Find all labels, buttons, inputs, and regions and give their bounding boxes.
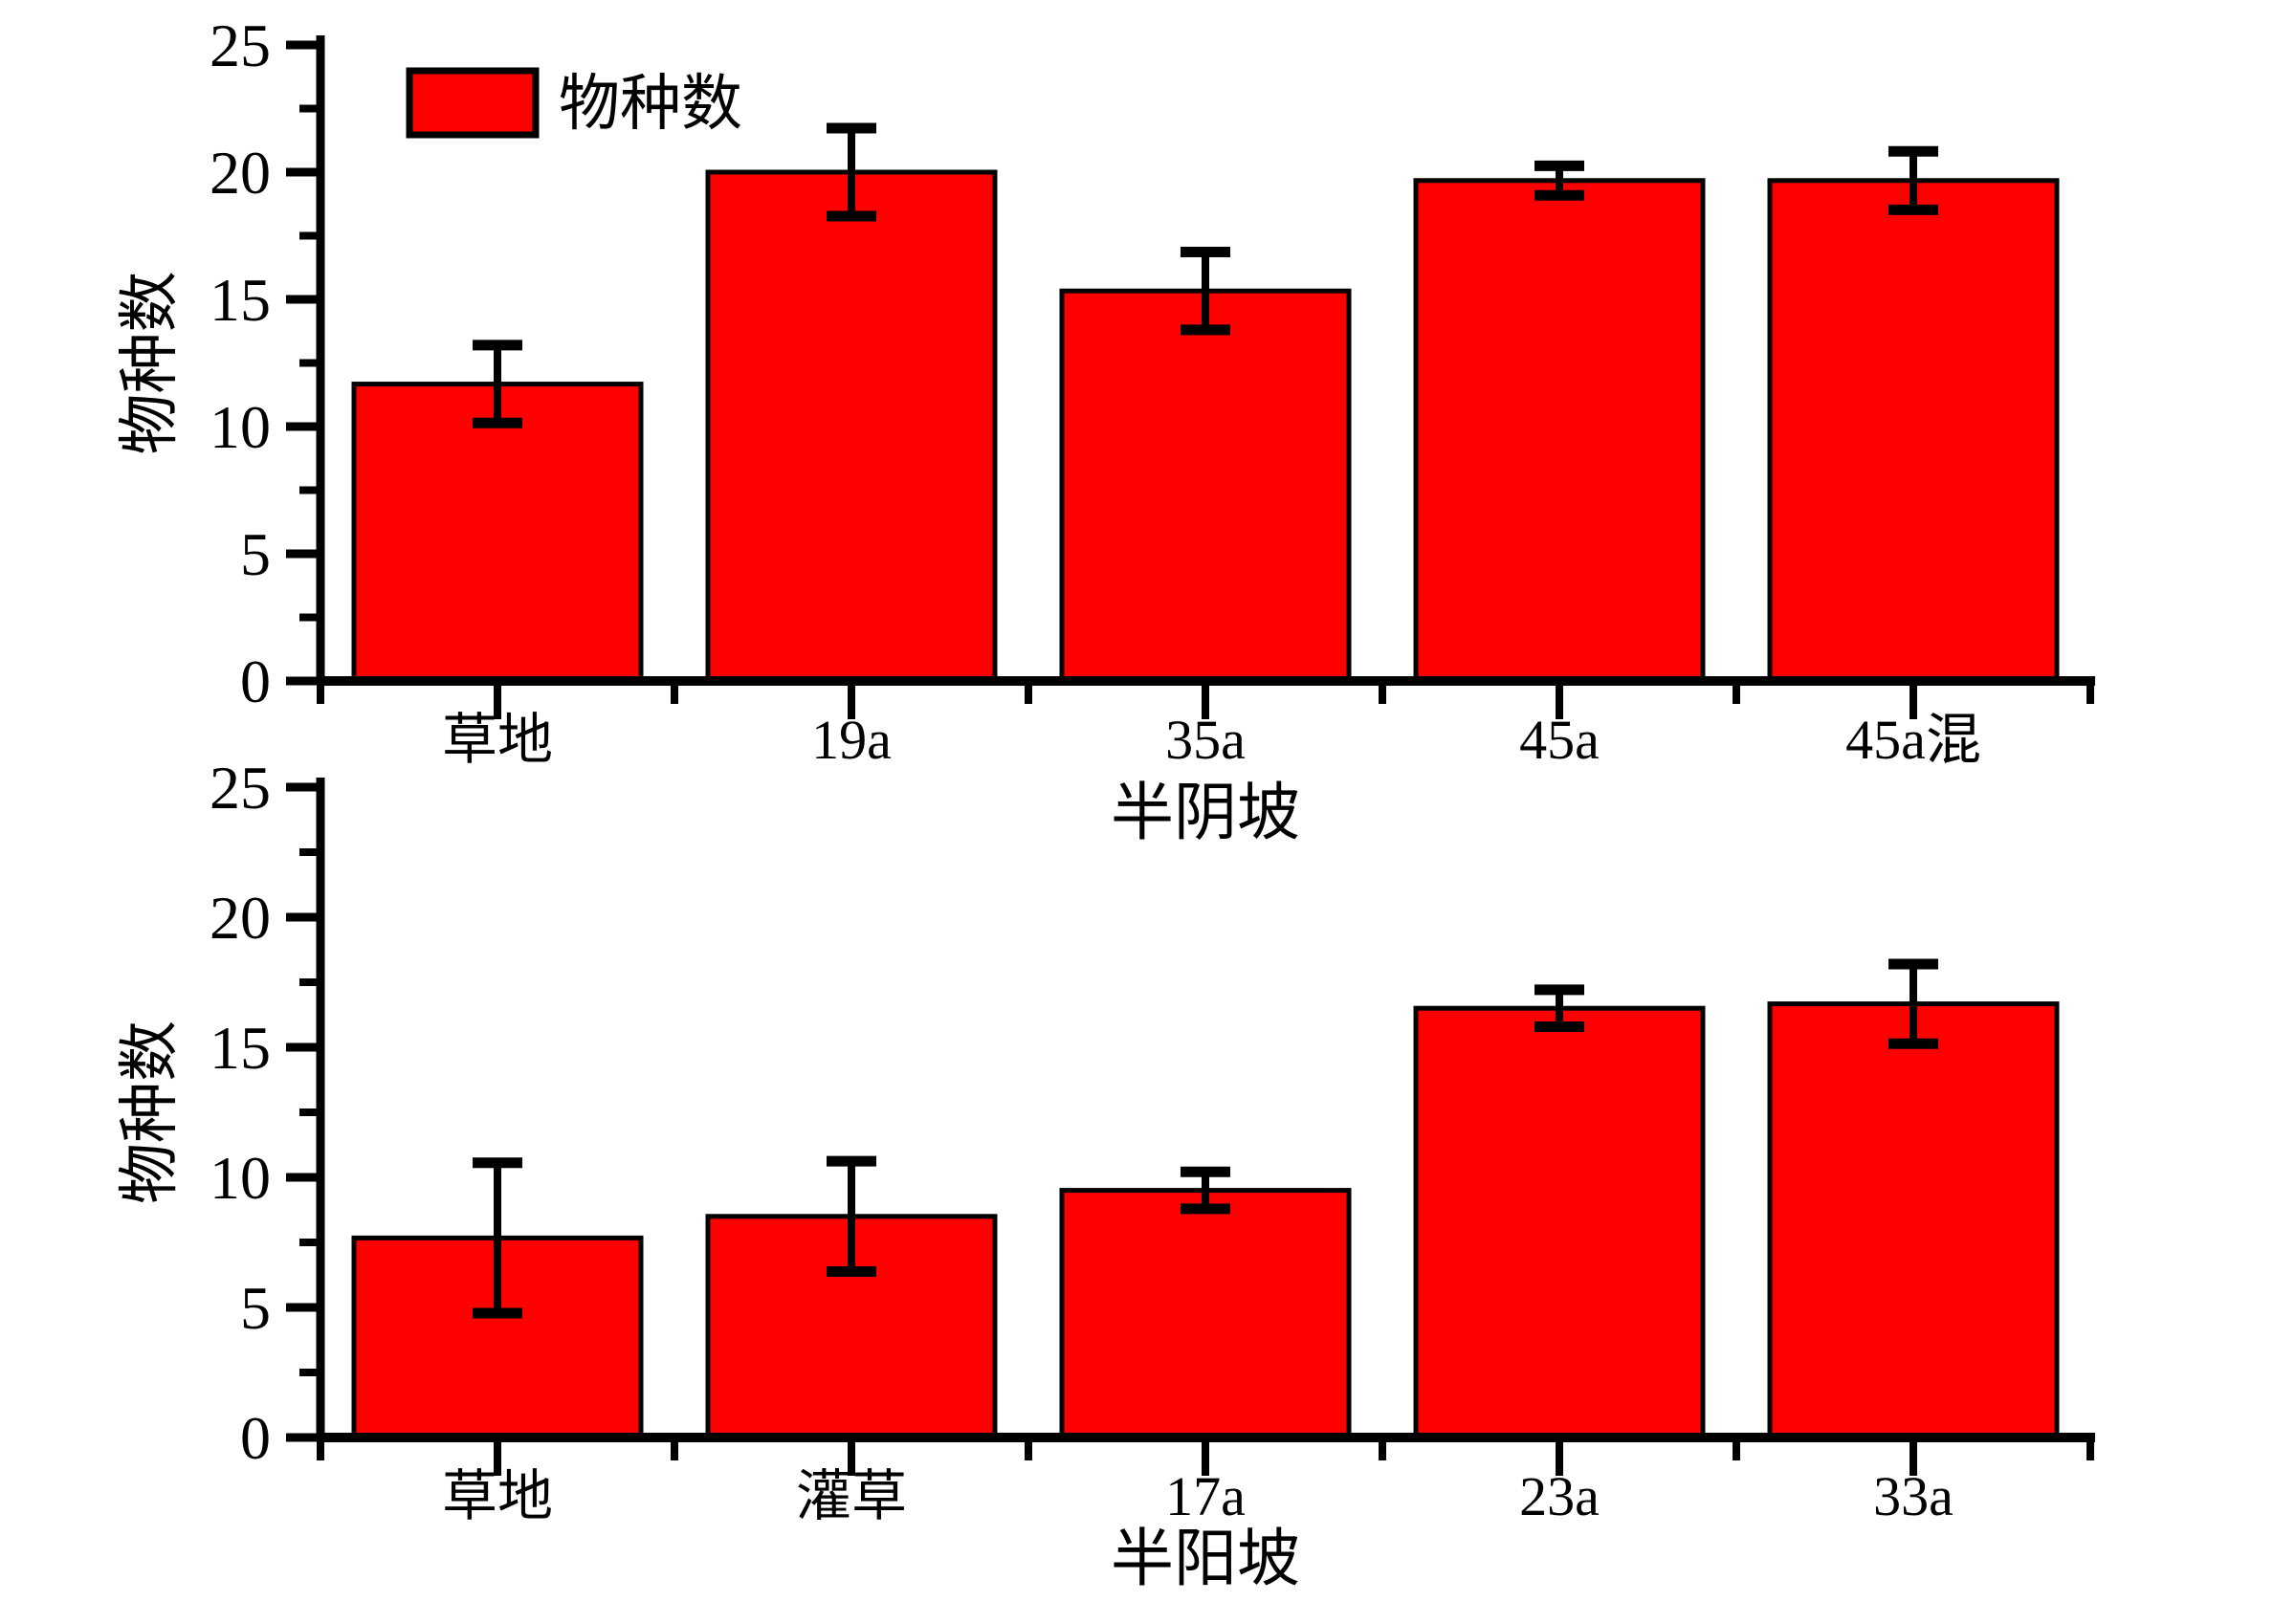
y-tick-label: 10 [210, 1144, 271, 1212]
category-label-45a: 45a [1519, 709, 1600, 771]
y-tick-label: 20 [210, 139, 271, 207]
y-axis-title: 物种数 [116, 1020, 184, 1204]
y-tick-label: 5 [240, 1274, 271, 1342]
category-label-35a: 35a [1165, 709, 1246, 771]
error-bar-17a [1181, 1166, 1230, 1215]
y-axis-title: 物种数 [116, 272, 184, 455]
chart-panel-2: 0 5 10 15 20 25 草地 灌草 17a 23a 33a 半阳坡 物种数 [116, 754, 2095, 1594]
category-label-45a混: 45a混 [1845, 709, 1981, 771]
legend: 物种数 [406, 67, 742, 139]
error-bar-45a混 [1888, 145, 1938, 215]
y-tick-label: 0 [240, 647, 271, 715]
y-tick-label: 0 [240, 1404, 271, 1472]
y-tick-label: 5 [240, 520, 271, 588]
category-label-灌草: 灌草 [796, 1465, 907, 1527]
y-tick-label: 25 [210, 11, 271, 79]
x-axis-title: 半阴坡 [1111, 779, 1300, 848]
bar-19a [705, 169, 998, 684]
category-label-草地: 草地 [442, 1465, 553, 1527]
bar-35a [1059, 288, 1352, 684]
x-axis-title: 半阳坡 [1111, 1525, 1300, 1594]
bar-45a混 [1767, 178, 2060, 684]
error-bar-草地 [473, 1157, 522, 1319]
error-bar-33a [1888, 958, 1938, 1049]
error-bar-35a [1181, 247, 1230, 336]
bar-23a [1413, 1005, 1706, 1440]
y-tick-label: 25 [210, 754, 271, 822]
bar-草地 [351, 382, 644, 684]
error-bar-19a [827, 122, 876, 222]
y-tick-label: 15 [210, 266, 271, 334]
y-tick-label: 20 [210, 884, 271, 952]
category-label-23a: 23a [1519, 1465, 1600, 1527]
bar-45a [1413, 178, 1706, 684]
error-bar-45a [1534, 160, 1584, 201]
y-tick-label: 10 [210, 393, 271, 461]
error-bar-灌草 [827, 1155, 876, 1277]
error-bar-草地 [473, 340, 522, 428]
category-label-33a: 33a [1873, 1465, 1954, 1527]
bar-33a [1767, 1001, 2060, 1440]
legend-swatch [406, 67, 540, 139]
bar-17a [1059, 1188, 1352, 1440]
legend-label: 物种数 [559, 70, 742, 138]
category-label-19a: 19a [811, 709, 892, 771]
category-label-草地: 草地 [442, 709, 553, 771]
error-bar-23a [1534, 984, 1584, 1033]
category-label-17a: 17a [1165, 1465, 1246, 1527]
y-tick-label: 15 [210, 1014, 271, 1082]
